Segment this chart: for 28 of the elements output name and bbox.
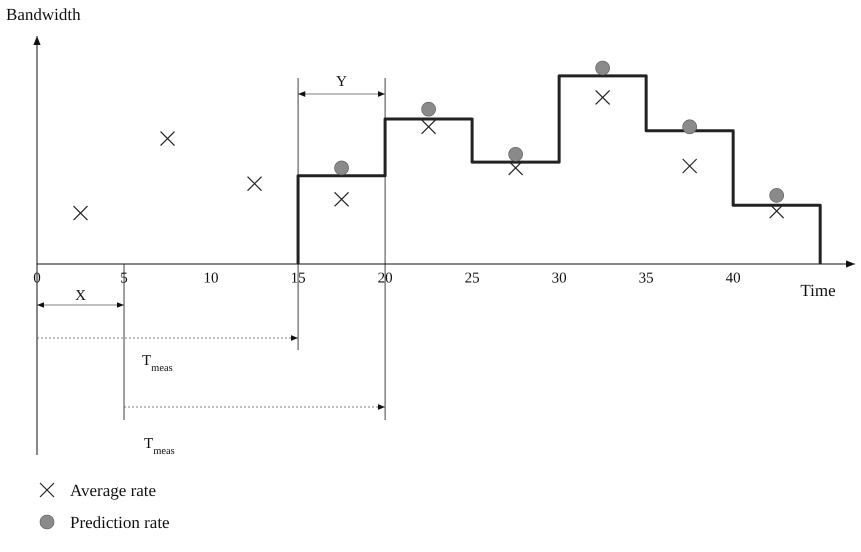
point — [246, 176, 262, 192]
point — [595, 90, 610, 105]
point — [595, 60, 610, 76]
text: T$_{meas}$ — [142, 353, 173, 374]
point — [334, 160, 349, 176]
point — [508, 146, 523, 162]
x-tick-label: 10 — [204, 270, 219, 286]
point — [769, 188, 784, 203]
x-axis-title: Time — [800, 281, 836, 300]
legend-label: Average rate — [70, 480, 156, 500]
point — [682, 158, 698, 174]
point — [72, 205, 88, 221]
point — [334, 192, 350, 207]
point — [508, 160, 524, 176]
point — [682, 120, 697, 134]
point — [160, 130, 176, 146]
x-tick-label: 35 — [638, 270, 654, 286]
text: T$_{meas}$ — [144, 436, 175, 456]
point — [420, 119, 436, 134]
point — [421, 102, 436, 116]
legend-label: Prediction rate — [70, 512, 170, 532]
point — [769, 203, 784, 219]
text: X — [75, 288, 86, 304]
x-tick-label: 30 — [552, 270, 567, 286]
y-axis-title: Bandwidth — [6, 5, 82, 24]
annotation: Y — [336, 74, 348, 90]
x-tick-label: 40 — [726, 270, 741, 286]
x-tick-label: 25 — [464, 270, 480, 286]
